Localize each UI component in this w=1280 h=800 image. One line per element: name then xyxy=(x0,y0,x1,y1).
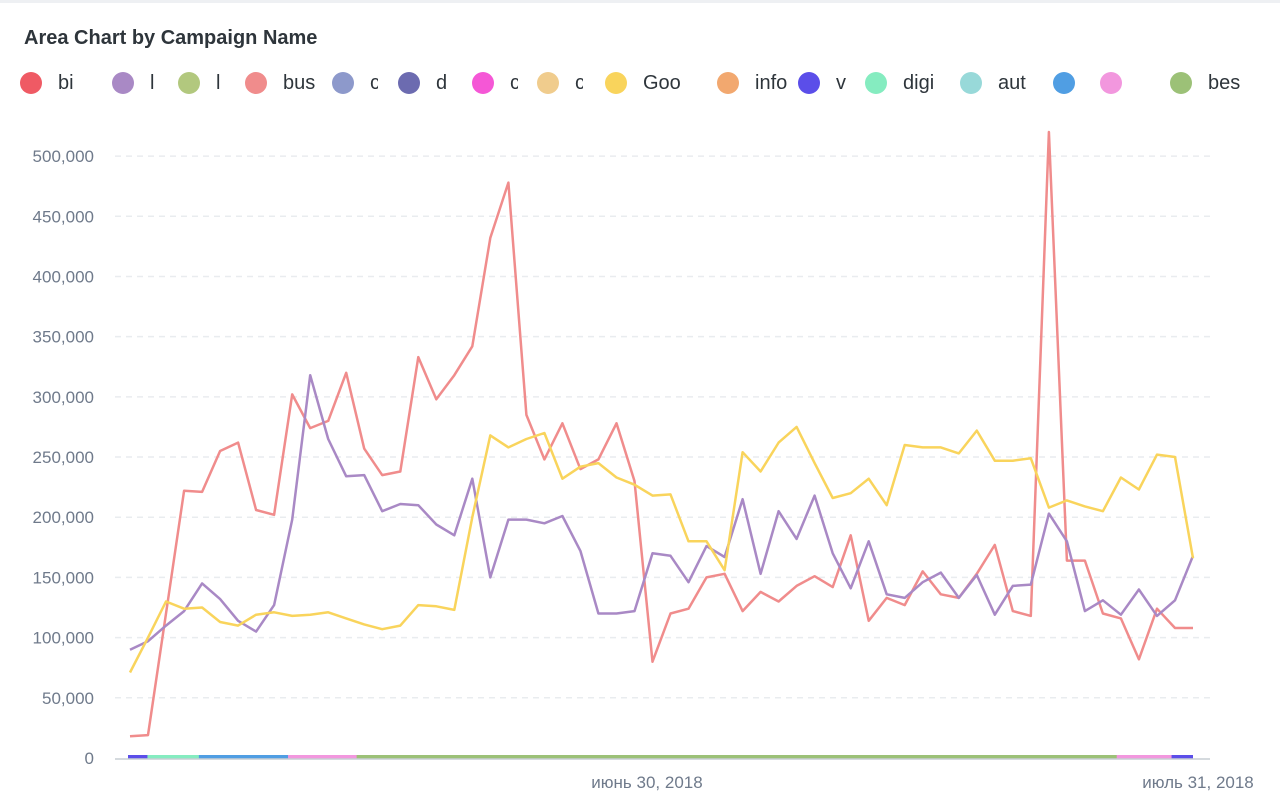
legend-label: aut xyxy=(998,71,1026,94)
legend-item[interactable]: c xyxy=(472,66,518,100)
y-tick-label: 500,000 xyxy=(33,147,94,166)
baseline-band xyxy=(1171,755,1193,759)
legend-swatch-icon xyxy=(332,72,354,94)
legend-label: info xyxy=(755,71,788,94)
y-axis: 0 50,000 100,000 150,000 200,000 250,000 300,0… xyxy=(33,147,94,768)
chart-title: Area Chart by Campaign Name xyxy=(24,27,318,49)
legend-item[interactable]: info xyxy=(717,66,789,100)
legend-label: bi xyxy=(58,71,74,94)
legend-label: c xyxy=(575,71,583,94)
legend-swatch-icon xyxy=(798,72,820,94)
baseline-band xyxy=(128,755,150,759)
legend-item[interactable]: c xyxy=(332,66,378,100)
legend-swatch-icon xyxy=(1100,72,1122,94)
baseline-band xyxy=(288,755,359,759)
legend-swatch-icon xyxy=(398,72,420,94)
line-chart: 0 50,000 100,000 150,000 200,000 250,000 300,0… xyxy=(33,130,1254,792)
legend-item[interactable]: bi xyxy=(20,66,82,100)
series-line-Goo xyxy=(128,425,1195,674)
legend-label: c xyxy=(370,71,378,94)
legend-label: v xyxy=(836,71,846,94)
legend-item[interactable] xyxy=(1053,66,1091,100)
series-lines xyxy=(128,130,1195,738)
legend-item[interactable]: l xyxy=(178,66,224,100)
legend-item[interactable] xyxy=(1100,66,1144,100)
legend-swatch-icon xyxy=(112,72,134,94)
baseline-band xyxy=(147,755,201,759)
legend-swatch-icon xyxy=(960,72,982,94)
legend-item[interactable]: bes xyxy=(1170,66,1244,100)
y-tick-label: 0 xyxy=(85,749,94,768)
legend-item[interactable]: aut xyxy=(960,66,1034,100)
legend-swatch-icon xyxy=(1170,72,1192,94)
legend-item[interactable]: c xyxy=(537,66,583,100)
legend-swatch-icon xyxy=(865,72,887,94)
y-tick-label: 250,000 xyxy=(33,448,94,467)
legend-swatch-icon xyxy=(717,72,739,94)
legend-label: d xyxy=(436,71,448,94)
legend-item[interactable]: Goo xyxy=(605,66,681,100)
y-tick-label: 150,000 xyxy=(33,568,94,587)
legend-swatch-icon xyxy=(472,72,494,94)
legend-label: l xyxy=(150,71,155,94)
legend-swatch-icon xyxy=(178,72,200,94)
legend-item[interactable]: bus xyxy=(245,66,315,100)
legend-item[interactable]: d xyxy=(398,66,452,100)
legend-label: bus xyxy=(283,71,315,94)
series-line-l xyxy=(129,373,1195,651)
baseline-band xyxy=(198,755,291,759)
legend-item[interactable]: l xyxy=(112,66,156,100)
top-border xyxy=(0,0,1280,3)
legend-label: bes xyxy=(1208,71,1241,94)
baseline-band xyxy=(1116,755,1174,759)
baseline-bands xyxy=(128,755,1193,759)
legend-label: c xyxy=(510,71,518,94)
legend-swatch-icon xyxy=(605,72,627,94)
legend-item[interactable]: v xyxy=(798,66,846,100)
legend-swatch-icon xyxy=(20,72,42,94)
legend-swatch-icon xyxy=(1053,72,1075,94)
legend-label: l xyxy=(216,71,221,94)
y-tick-label: 300,000 xyxy=(33,388,94,407)
x-tick-label: июнь 30, 2018 xyxy=(591,773,702,792)
y-tick-label: 350,000 xyxy=(33,328,94,347)
y-tick-label: 450,000 xyxy=(33,207,94,226)
y-tick-label: 50,000 xyxy=(42,689,94,708)
legend-label: Goo xyxy=(643,71,681,94)
series-line-bus xyxy=(129,130,1193,738)
chart-legend: bi l l bus c d c c Goo info v digi aut bes xyxy=(20,66,1270,100)
legend-swatch-icon xyxy=(245,72,267,94)
legend-swatch-icon xyxy=(537,72,559,94)
legend-item[interactable]: digi xyxy=(865,66,941,100)
x-tick-label: июль 31, 2018 xyxy=(1142,773,1254,792)
x-axis: июнь 30, 2018 июль 31, 2018 xyxy=(115,758,1254,792)
y-tick-label: 400,000 xyxy=(33,267,94,286)
legend-label: digi xyxy=(903,71,935,94)
y-tick-label: 100,000 xyxy=(33,629,94,648)
baseline-band xyxy=(356,755,1119,759)
y-tick-label: 200,000 xyxy=(33,508,94,527)
